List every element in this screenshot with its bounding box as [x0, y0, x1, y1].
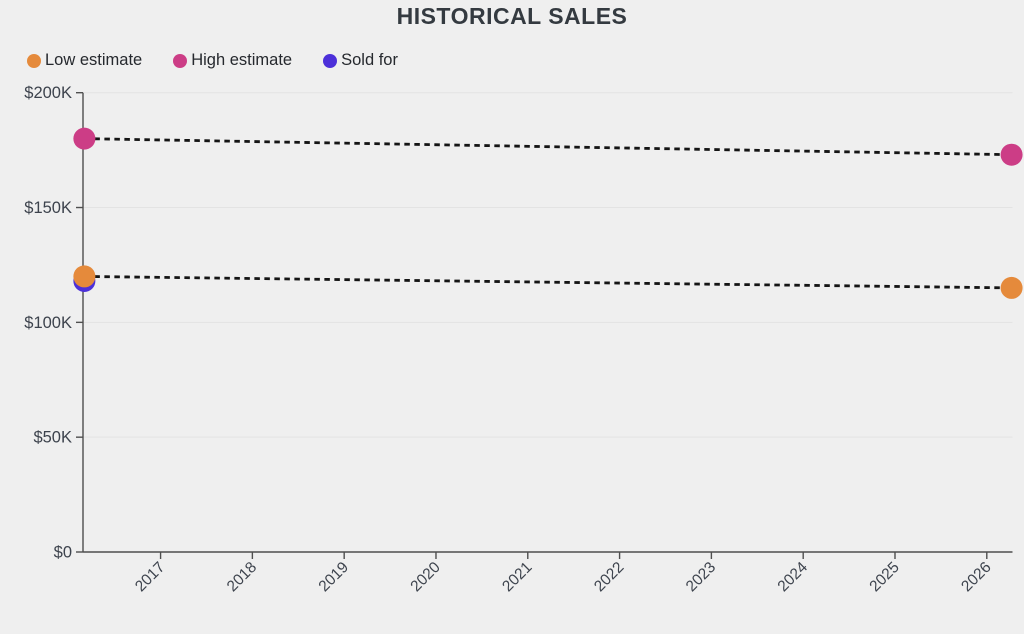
legend-item-low-estimate[interactable]: Low estimate — [27, 51, 142, 70]
x-tick-label: 2020 — [407, 559, 444, 596]
legend-label-sold-for: Sold for — [341, 51, 398, 69]
y-tick-label: $0 — [54, 544, 72, 562]
x-tick-label: 2025 — [866, 559, 902, 595]
x-tick-label: 2023 — [683, 559, 719, 595]
legend-label-high-estimate: High estimate — [191, 51, 293, 69]
point-high-estimate-2026[interactable] — [1000, 143, 1023, 166]
low-estimate-dot-icon — [27, 53, 41, 68]
sold-for-dot-icon — [323, 53, 338, 68]
legend-label-low-estimate: Low estimate — [45, 51, 143, 69]
x-tick-label: 2017 — [132, 559, 168, 595]
connector-high-estimate — [84, 137, 1012, 157]
x-tick-label: 2026 — [958, 559, 994, 595]
x-tick-label: 2024 — [775, 559, 812, 596]
legend-item-sold-for[interactable]: Sold for — [323, 51, 398, 70]
x-tick-label: 2022 — [591, 559, 627, 595]
point-low-estimate-2016[interactable] — [73, 265, 96, 288]
x-tick-label: 2019 — [316, 559, 352, 595]
y-tick-label: $150K — [24, 199, 72, 217]
y-tick-label: $100K — [24, 314, 72, 332]
x-tick-label: 2018 — [224, 559, 260, 595]
chart-title: HISTORICAL SALES — [396, 3, 628, 29]
high-estimate-dot-icon — [173, 53, 188, 68]
connector-low-estimate — [84, 275, 1012, 290]
chart-legend: Low estimate High estimate Sold for — [27, 51, 398, 70]
legend-item-high-estimate[interactable]: High estimate — [173, 51, 292, 70]
x-tick-label: 2021 — [499, 559, 535, 595]
point-high-estimate-2016[interactable] — [73, 127, 96, 150]
point-low-estimate-2026[interactable] — [1000, 276, 1023, 299]
y-tick-label: $200K — [24, 84, 72, 102]
y-tick-label: $50K — [33, 429, 72, 447]
